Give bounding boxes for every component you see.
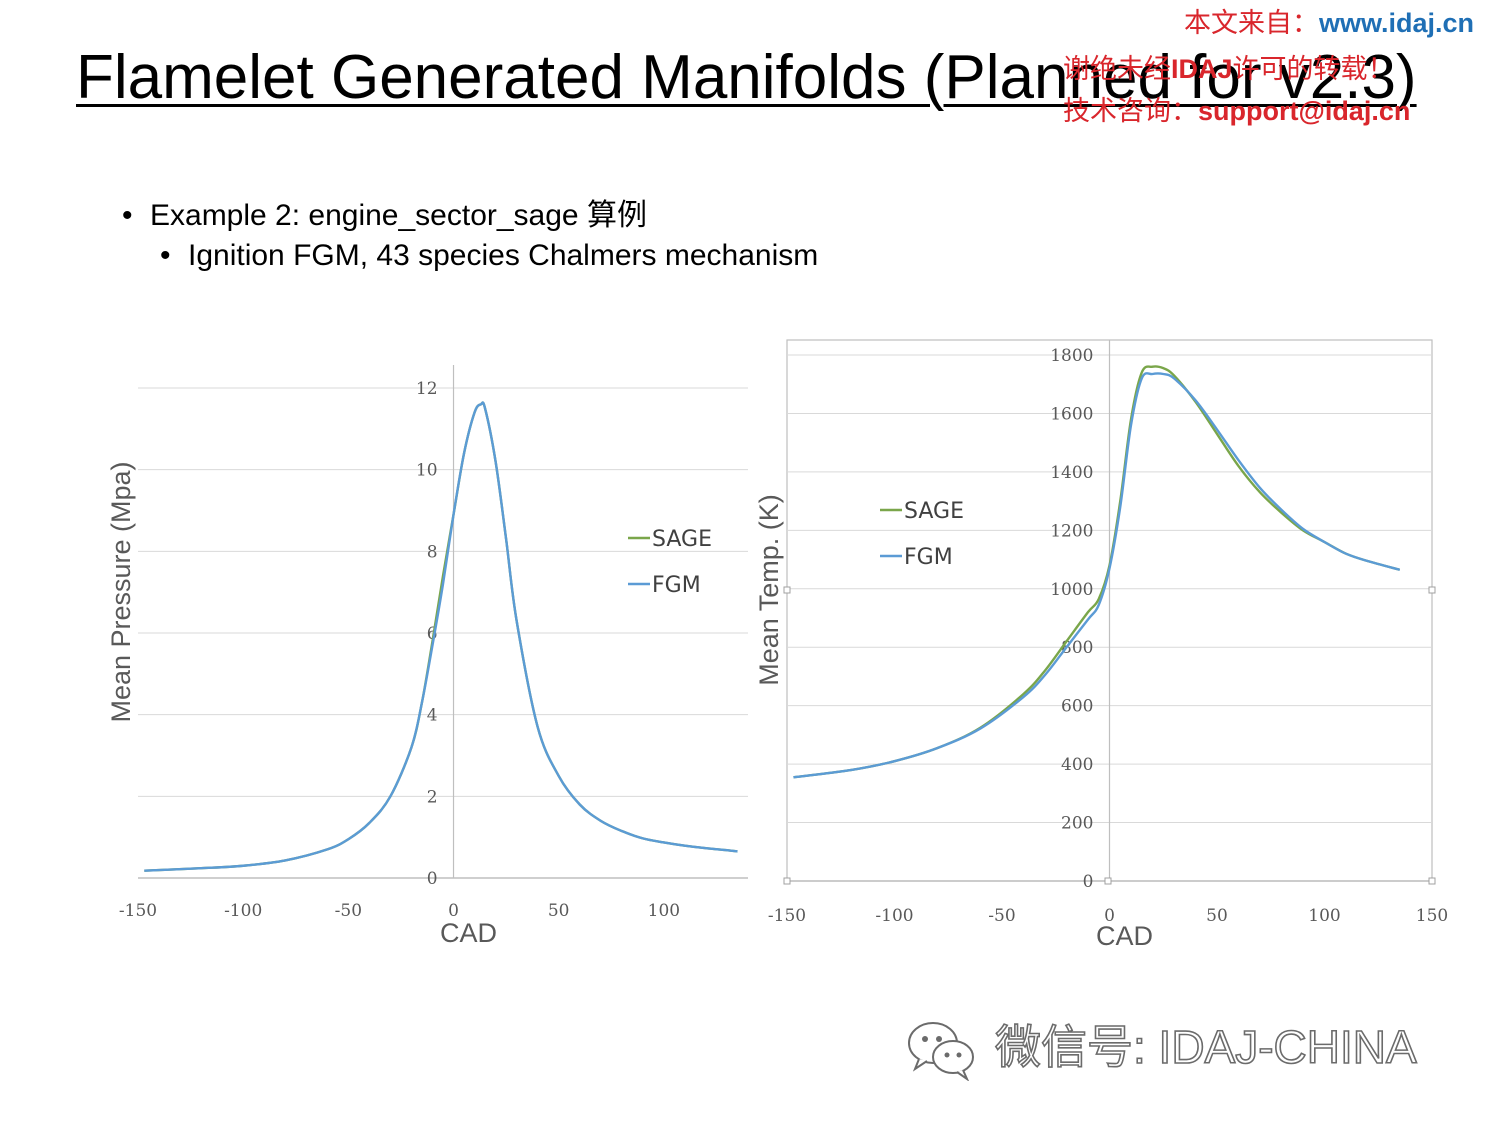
bullet-marker: •: [160, 239, 171, 272]
y-tick-label: 200: [1061, 814, 1093, 834]
y-tick-label: 0: [427, 869, 438, 889]
watermark-email-link[interactable]: support@idaj.cn: [1198, 96, 1411, 126]
frame-handle: [783, 877, 791, 885]
x-tick-label: 100: [648, 901, 680, 921]
y-axis-label: Mean Temp. (K): [754, 494, 784, 686]
bullet-marker: •: [122, 199, 133, 232]
bullet-text: Ignition FGM, 43 species Chalmers mechan…: [188, 239, 819, 272]
watermark-line-3: 技术咨询：support@idaj.cn: [1063, 94, 1410, 129]
legend-label: FGM: [652, 573, 701, 598]
x-tick-label: -50: [988, 906, 1015, 926]
watermark-source-label: 本文来自：: [1183, 8, 1319, 39]
y-tick-label: 400: [1061, 755, 1093, 775]
x-axis-label: CAD: [440, 918, 497, 948]
bullet-item: • Example 2: engine_sector_sage 算例: [122, 196, 818, 236]
y-tick-label: 1400: [1050, 463, 1093, 483]
wechat-id: 微信号: IDAJ-CHINA: [994, 1020, 1417, 1074]
watermark-line-2: 谢绝未经IDAJ许可的转载！: [1063, 52, 1395, 87]
y-tick-label: 1800: [1050, 346, 1093, 366]
x-tick-label: 50: [1206, 906, 1228, 926]
series-line-fgm: [793, 372, 1401, 779]
x-tick-label: -150: [768, 906, 806, 926]
y-tick-label: 2: [427, 787, 438, 807]
frame-handle: [1104, 877, 1112, 885]
y-tick-label: 600: [1061, 697, 1093, 717]
x-tick-label: -150: [119, 901, 157, 921]
y-tick-label: 8: [427, 542, 438, 562]
frame-handle: [783, 586, 791, 594]
slide-title: Flamelet Generated Manifolds (Planned fo…: [76, 43, 1417, 112]
series-line-fgm: [144, 401, 738, 872]
y-tick-label: 12: [416, 379, 438, 399]
x-tick-label: 150: [1416, 906, 1448, 926]
x-axis-label: CAD: [1096, 921, 1153, 951]
x-tick-label: -100: [875, 906, 913, 926]
x-tick-label: 100: [1308, 906, 1340, 926]
wechat-icon: [908, 1022, 974, 1081]
watermark-url-link[interactable]: www.idaj.cn: [1318, 8, 1474, 38]
legend-label: FGM: [904, 545, 953, 570]
watermark-line-1: 本文来自：www.idaj.cn: [1184, 6, 1474, 41]
y-tick-label: 4: [427, 706, 438, 726]
y-tick-label: 1200: [1050, 521, 1093, 541]
legend-label: SAGE: [904, 499, 964, 524]
watermark-notice-b: 许可的转载！: [1232, 54, 1395, 85]
bullet-list: • Example 2: engine_sector_sage 算例 • Ignit…: [122, 196, 818, 276]
x-tick-label: -100: [224, 901, 262, 921]
x-tick-label: 0: [1104, 906, 1115, 926]
x-tick-label: 0: [448, 901, 459, 921]
watermark-brand: IDAJ: [1171, 54, 1233, 84]
y-tick-label: 10: [416, 461, 438, 481]
sub-bullet-item: • Ignition FGM, 43 species Chalmers mecha…: [122, 236, 818, 276]
watermark-notice-a: 谢绝未经: [1063, 54, 1171, 85]
y-tick-label: 0: [1083, 872, 1094, 892]
frame-handle: [1428, 877, 1436, 885]
frame-handle: [1428, 586, 1436, 594]
pressure-chart: 0 2 4 6 8 10 12 -150 -100 -50 0 50 100 CAD Mean Pressu…: [106, 365, 748, 948]
y-tick-label: 6: [427, 624, 438, 644]
y-axis-label: Mean Pressure (Mpa): [106, 461, 136, 722]
series-line-sage: [793, 365, 1401, 779]
watermark-support-label: 技术咨询：: [1063, 96, 1198, 127]
x-tick-label: -50: [335, 901, 362, 921]
legend-label: SAGE: [652, 527, 712, 552]
wechat-footer: 微信号: IDAJ-CHINA: [905, 1015, 1465, 1081]
bullet-text: Example 2: engine_sector_sage 算例: [150, 199, 647, 232]
y-tick-label: 1600: [1050, 404, 1093, 424]
x-tick-label: 50: [548, 901, 570, 921]
y-tick-label: 1000: [1050, 580, 1093, 600]
